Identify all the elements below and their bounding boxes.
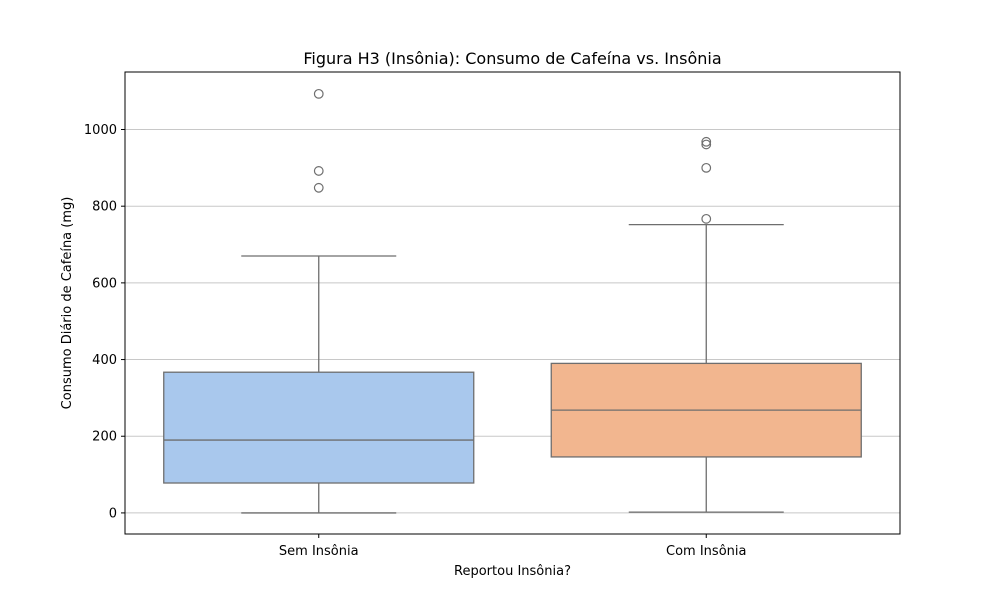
outlier-point xyxy=(701,162,712,173)
y-tick-label: 0 xyxy=(109,506,117,521)
axis-ticks: 0 200 400 600 800 1000 Sem Insônia Com Insônia xyxy=(84,123,747,559)
box-group xyxy=(163,88,475,514)
y-axis-label: Consumo Diário de Cafeína (mg) xyxy=(60,197,75,410)
x-tick-label: Sem Insônia xyxy=(279,544,359,559)
outlier-point xyxy=(701,213,712,224)
x-axis-label: Reportou Insônia? xyxy=(454,564,571,579)
y-tick-label: 400 xyxy=(92,353,117,368)
outlier-point xyxy=(313,182,324,193)
outlier-point xyxy=(313,166,324,176)
y-tick-label: 1000 xyxy=(84,123,117,138)
x-tick-label: Com Insônia xyxy=(666,544,746,559)
y-tick-label: 600 xyxy=(92,276,117,291)
box-group xyxy=(550,136,862,513)
y-tick-label: 800 xyxy=(92,200,117,215)
chart-title: Figura H3 (Insônia): Consumo de Cafeína … xyxy=(303,49,721,68)
outlier-point xyxy=(701,136,712,147)
outlier-point xyxy=(701,139,712,150)
y-tick-label: 200 xyxy=(92,430,117,445)
iqr-box xyxy=(163,371,475,484)
outlier-point xyxy=(313,88,324,99)
box-series xyxy=(163,88,862,514)
plot-frame xyxy=(124,71,901,535)
